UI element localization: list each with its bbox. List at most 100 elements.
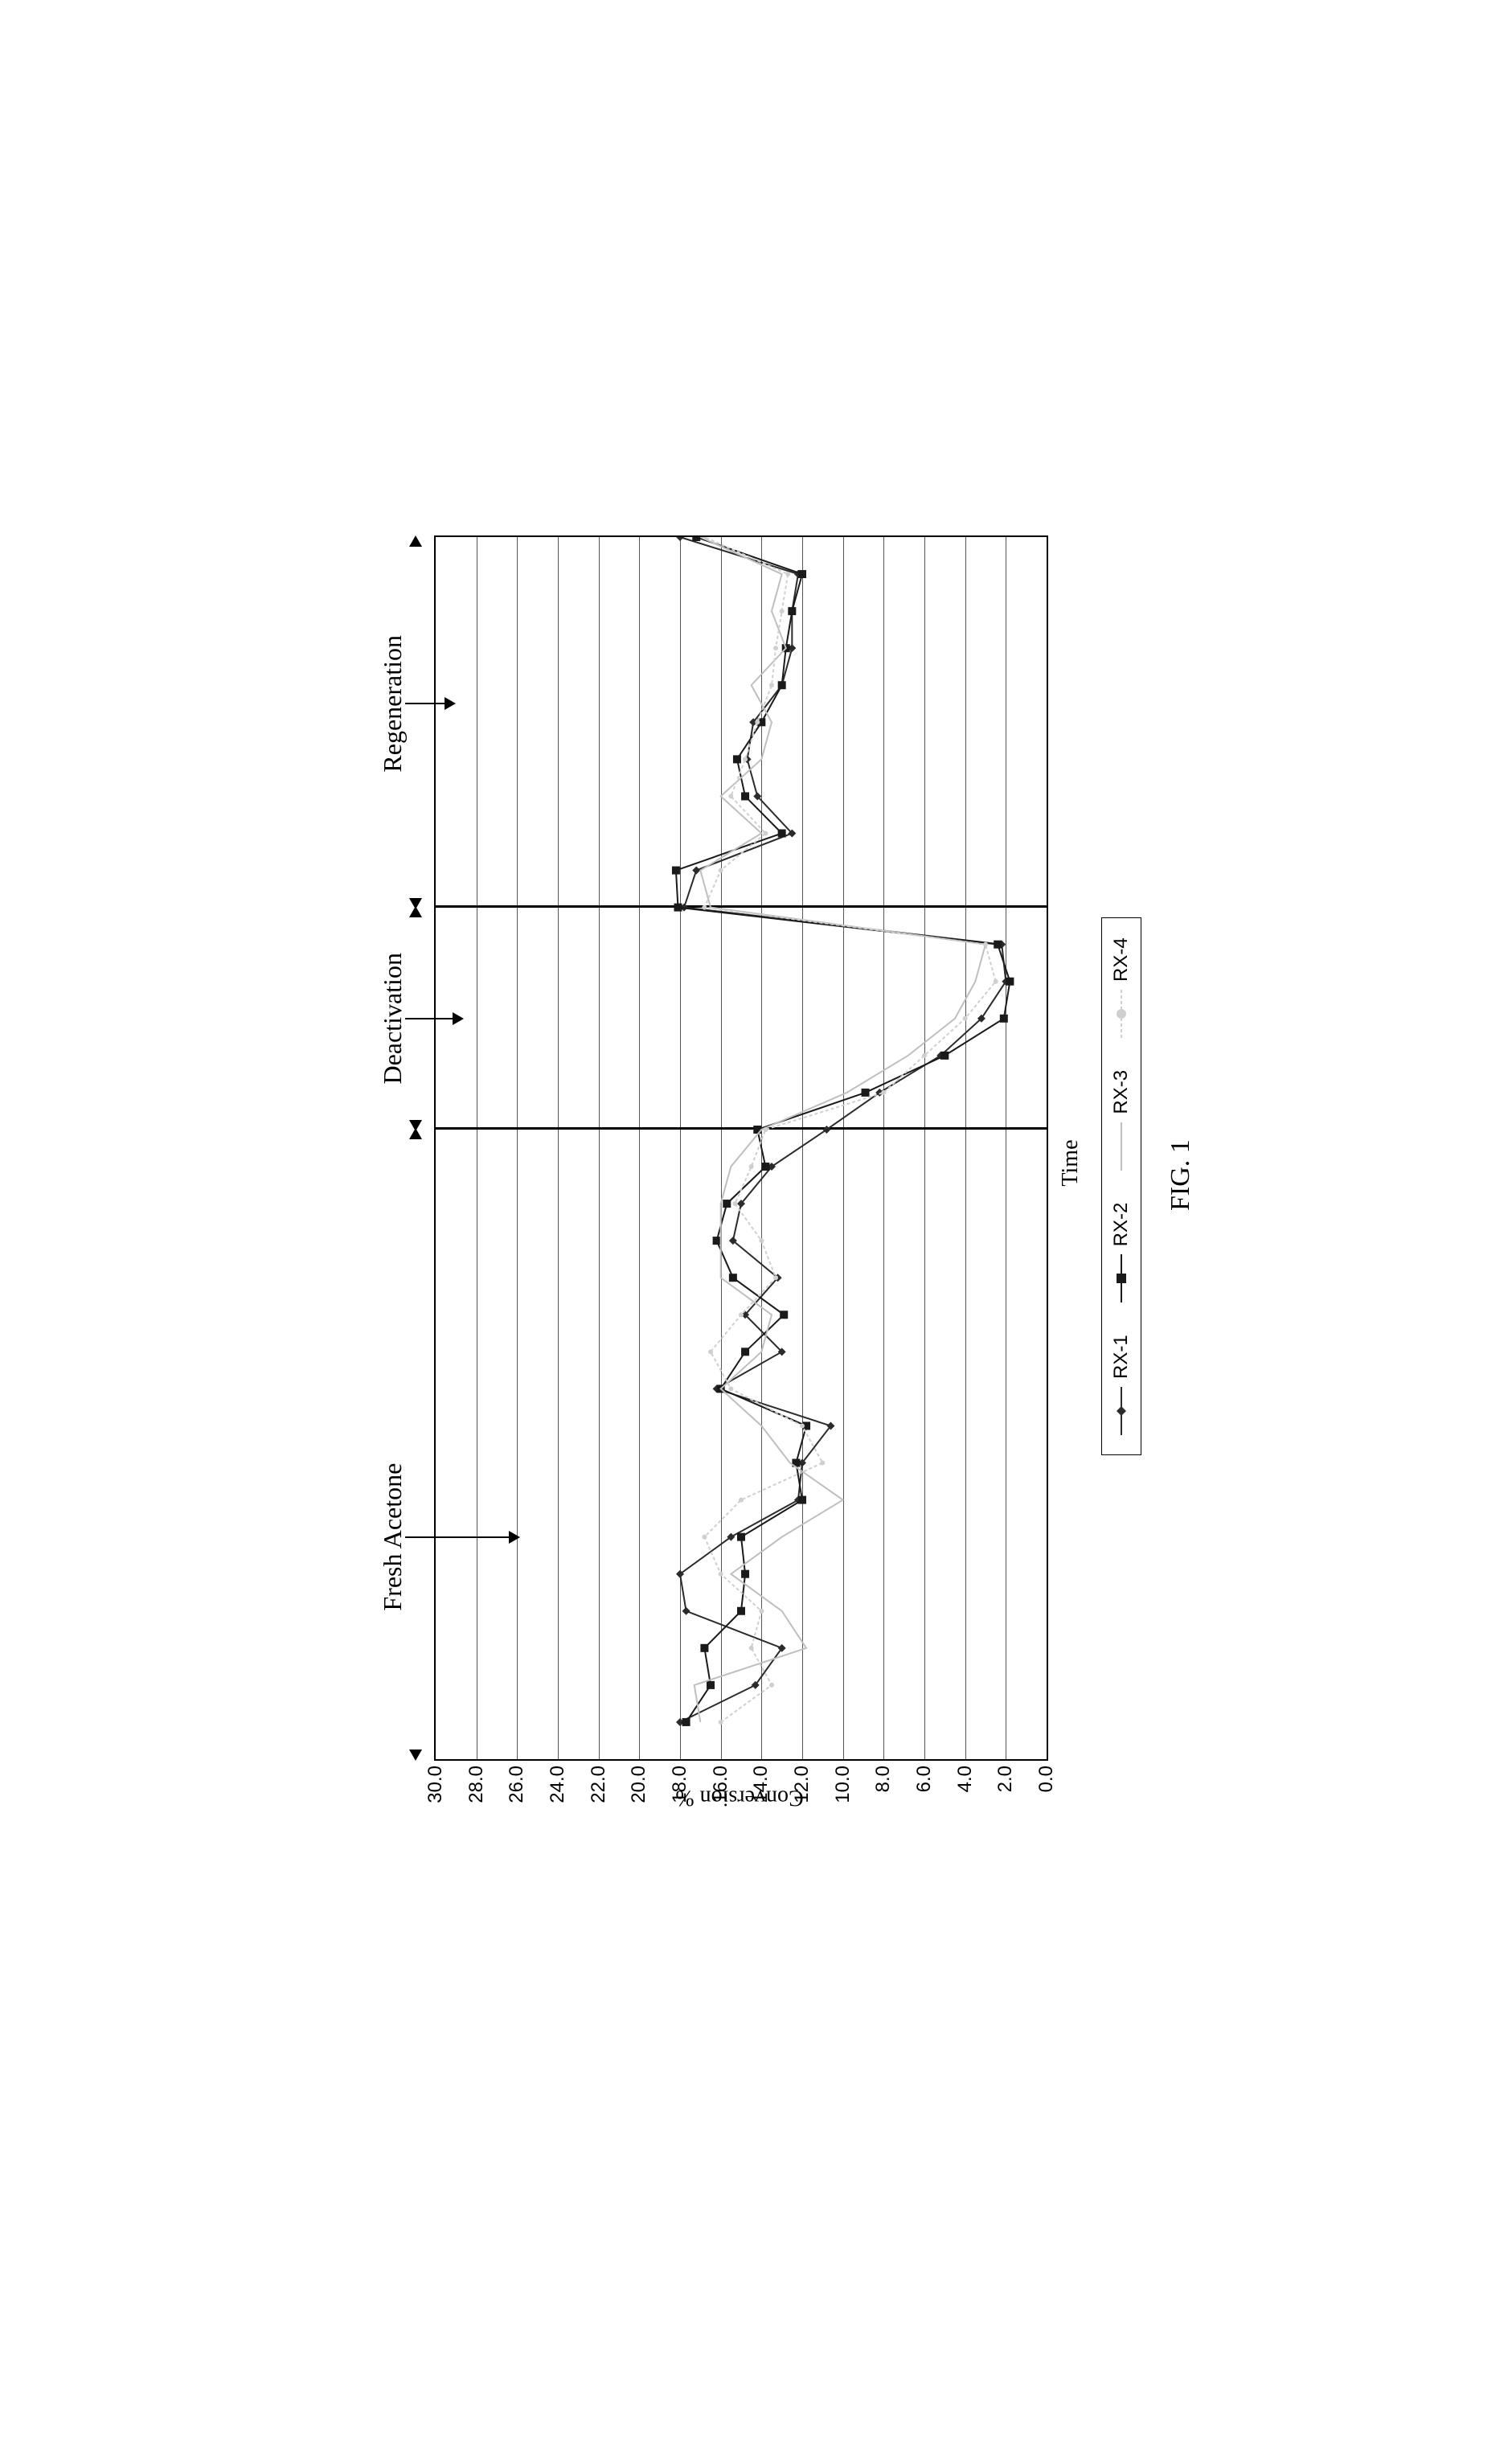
series-marker-RX-2: [780, 1311, 788, 1319]
x-axis-label: Time: [1058, 1140, 1084, 1187]
series-marker-RX-2: [862, 1089, 870, 1097]
series-marker-RX-4: [922, 1053, 927, 1058]
series-marker-RX-4: [820, 1461, 825, 1466]
series-marker-RX-2: [778, 829, 786, 837]
chart-container: 0.02.04.06.08.010.012.014.016.018.020.02…: [80, 402, 1447, 1930]
series-marker-RX-2: [672, 867, 680, 875]
series-marker-RX-4: [708, 1349, 713, 1354]
legend-swatch: [1112, 1254, 1131, 1302]
series-marker-RX-2: [940, 1052, 949, 1060]
y-tick-label: 22.0: [588, 1766, 610, 1803]
series-marker-RX-4: [983, 942, 988, 947]
legend-item: RX-3: [1110, 1070, 1133, 1171]
series-marker-RX-4: [785, 572, 790, 576]
series-marker-RX-2: [707, 1681, 715, 1689]
series-marker-RX-4: [702, 905, 707, 910]
series-marker-RX-4: [773, 1275, 778, 1280]
series-marker-RX-1: [682, 1607, 690, 1615]
y-tick-label: 24.0: [547, 1766, 569, 1803]
series-marker-RX-2: [994, 941, 1002, 949]
chart: 0.02.04.06.08.010.012.014.016.018.020.02…: [322, 482, 1206, 1849]
legend-swatch: [1112, 1387, 1131, 1435]
series-marker-RX-4: [719, 1572, 723, 1577]
series-line-RX-2: [676, 537, 1010, 1722]
series-marker-RX-2: [737, 1533, 745, 1541]
series-marker-RX-4: [773, 646, 778, 650]
y-tick-label: 6.0: [913, 1766, 936, 1792]
series-marker-RX-4: [732, 1201, 737, 1206]
y-tick-label: 4.0: [954, 1766, 977, 1792]
series-layer: [436, 537, 1047, 1759]
page: 0.02.04.06.08.010.012.014.016.018.020.02…: [0, 0, 1512, 2453]
series-marker-RX-2: [713, 1237, 721, 1245]
series-marker-RX-2: [798, 1496, 806, 1504]
series-line-RX-4: [704, 537, 995, 1722]
series-marker-RX-4: [702, 1535, 707, 1540]
series-marker-RX-2: [741, 792, 749, 800]
series-marker-RX-4: [719, 1720, 723, 1725]
series-marker-RX-1: [692, 867, 700, 875]
series-marker-RX-4: [755, 720, 760, 724]
series-marker-RX-1: [676, 537, 684, 541]
series-marker-RX-4: [749, 1646, 754, 1651]
series-marker-RX-4: [800, 1423, 805, 1428]
series-marker-RX-2: [741, 1348, 749, 1356]
series-marker-RX-4: [728, 1386, 733, 1391]
series-marker-RX-2: [788, 607, 796, 615]
series-marker-RX-4: [780, 609, 785, 613]
legend-label: RX-1: [1110, 1335, 1133, 1379]
series-marker-RX-2: [682, 1718, 690, 1726]
legend-item: RX-2: [1110, 1203, 1133, 1303]
plot-area: 0.02.04.06.08.010.012.014.016.018.020.02…: [434, 535, 1048, 1761]
region-span-arrow: [407, 1130, 424, 1759]
legend-swatch: [1112, 1122, 1131, 1171]
series-marker-RX-4: [763, 831, 768, 835]
series-marker-RX-2: [733, 755, 741, 763]
figure-caption: FIG. 1: [1166, 1139, 1196, 1211]
chart-rotated-frame: 0.02.04.06.08.010.012.014.016.018.020.02…: [322, 482, 1206, 1849]
y-tick-label: 10.0: [832, 1766, 854, 1803]
legend: RX-1 RX-2 RX-3 RX-4: [1101, 917, 1141, 1455]
y-axis-label: Conversion %: [675, 1784, 803, 1810]
series-marker-RX-4: [759, 1609, 764, 1614]
series-marker-RX-4: [743, 757, 748, 761]
y-tick-label: 30.0: [424, 1766, 447, 1803]
region-label: Deactivation: [378, 953, 408, 1084]
series-marker-RX-4: [739, 1498, 744, 1503]
series-line-RX-1: [680, 537, 1006, 1722]
series-marker-RX-2: [761, 1163, 769, 1171]
y-tick-label: 28.0: [465, 1766, 488, 1803]
series-marker-RX-2: [741, 1570, 749, 1578]
legend-swatch: [1112, 990, 1131, 1038]
series-marker-RX-2: [692, 537, 700, 541]
series-marker-RX-4: [759, 1238, 764, 1243]
legend-item: RX-4: [1110, 937, 1133, 1038]
y-tick-label: 0.0: [1035, 1766, 1058, 1792]
series-marker-RX-2: [729, 1274, 737, 1282]
series-marker-RX-4: [763, 1127, 768, 1132]
series-marker-RX-4: [739, 1312, 744, 1317]
series-line-RX-3: [695, 537, 985, 1722]
series-marker-RX-4: [963, 1016, 968, 1021]
series-marker-RX-4: [994, 979, 998, 984]
series-marker-RX-2: [674, 904, 682, 912]
series-marker-RX-4: [719, 868, 723, 873]
legend-label: RX-4: [1110, 937, 1133, 982]
legend-item: RX-1: [1110, 1335, 1133, 1435]
series-marker-RX-2: [798, 570, 806, 578]
region-span-arrow: [407, 537, 424, 908]
series-marker-RX-2: [1006, 978, 1014, 986]
series-marker-RX-4: [881, 1090, 886, 1095]
series-marker-RX-2: [778, 681, 786, 689]
series-marker-RX-4: [769, 1683, 774, 1688]
series-marker-RX-4: [728, 794, 733, 798]
y-tick-label: 26.0: [506, 1766, 528, 1803]
series-marker-RX-4: [749, 1164, 754, 1169]
series-marker-RX-4: [769, 683, 774, 687]
series-marker-RX-2: [753, 1126, 761, 1134]
series-marker-RX-2: [1000, 1015, 1008, 1023]
legend-label: RX-2: [1110, 1203, 1133, 1247]
y-tick-label: 20.0: [628, 1766, 650, 1803]
region-label: Fresh Acetone: [378, 1463, 408, 1611]
y-tick-label: 8.0: [872, 1766, 895, 1792]
